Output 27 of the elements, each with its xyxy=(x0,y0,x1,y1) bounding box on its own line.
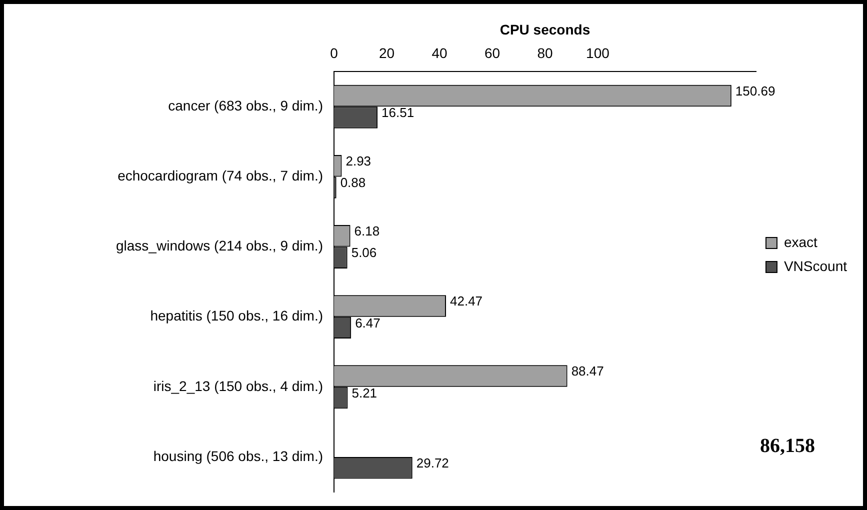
x-tick-label: 40 xyxy=(432,45,448,62)
text: 86,158 xyxy=(760,435,815,458)
data-label: 29.72 xyxy=(416,455,449,470)
data-label: 5.06 xyxy=(351,245,377,260)
data-label: 5.21 xyxy=(352,385,378,400)
data-label: 0.88 xyxy=(340,175,366,190)
legend-label: VNScount xyxy=(784,258,848,274)
y-tick-label: iris_2_13 (150 obs., 4 dim.) xyxy=(153,378,323,394)
y-tick-label: cancer (683 obs., 9 dim.) xyxy=(168,97,323,114)
x-tick-label: 60 xyxy=(484,45,500,62)
x-tick-label: 100 xyxy=(586,45,610,62)
data-label: 88.47 xyxy=(571,364,604,379)
y-tick-label: echocardiogram (74 obs., 7 dim.) xyxy=(118,168,323,184)
legend-label: exact xyxy=(784,234,818,250)
y-tick-label: glass_windows (214 obs., 9 dim.) xyxy=(116,238,323,254)
x-tick-label: 20 xyxy=(378,45,395,62)
data-label: 150.69 xyxy=(735,83,776,98)
x-tick-label: 0 xyxy=(330,45,338,62)
data-label: 6.18 xyxy=(354,223,380,238)
y-tick-label: hepatitis (150 obs., 16 dim.) xyxy=(150,308,323,324)
y-tick-label: housing (506 obs., 13 dim.) xyxy=(153,448,323,464)
data-label: 16.51 xyxy=(382,105,414,120)
x-axis-title: CPU seconds xyxy=(500,21,590,38)
data-label: 42.47 xyxy=(450,294,483,309)
data-label: 2.93 xyxy=(346,153,372,168)
data-label: 6.47 xyxy=(355,315,380,330)
x-tick-label: 80 xyxy=(537,45,553,62)
